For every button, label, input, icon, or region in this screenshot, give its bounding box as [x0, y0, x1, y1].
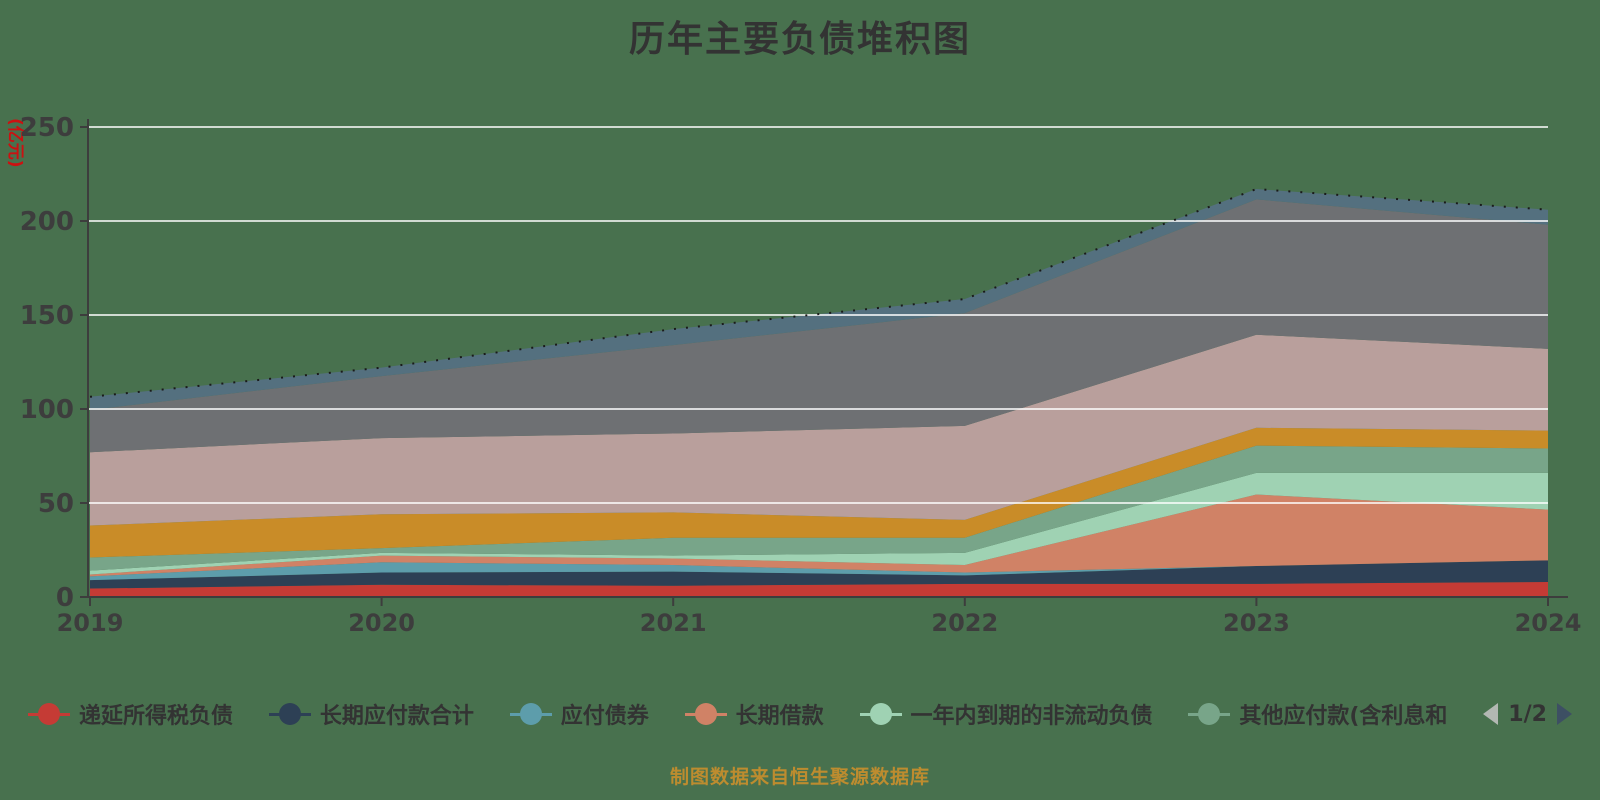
legend-item-1[interactable]: 递延所得税负债 [28, 698, 233, 730]
area-series-9[interactable] [90, 199, 1548, 453]
stack-top-dotted-line [89, 188, 1549, 398]
legend-item-label: 长期借款 [735, 704, 824, 729]
legend-item-label: 递延所得税负债 [79, 704, 234, 729]
legend-next-page-icon[interactable] [1556, 703, 1572, 725]
stacked-area-chart: 0 50 100 150 200 250 2019 2020 2021 2022 2023 2024 [20, 113, 1582, 637]
y-tick-label-200: 200 [20, 207, 74, 237]
area-series-5[interactable] [90, 472, 1548, 575]
y-tick-label-0: 0 [56, 583, 74, 613]
data-source-note: 制图数据来自恒生聚源数据库 [669, 766, 930, 788]
legend-item-2[interactable]: 长期应付款合计 [268, 698, 474, 730]
axes [80, 119, 1568, 606]
x-tick-label-2020: 2020 [348, 609, 415, 637]
legend-line-dot-icon [268, 702, 311, 726]
area-series-4[interactable] [90, 494, 1548, 577]
area-series-1[interactable] [90, 581, 1548, 597]
legend-line-dot-icon [1188, 702, 1231, 726]
area-series-7[interactable] [90, 427, 1548, 558]
x-tick-label-2019: 2019 [57, 609, 124, 637]
x-tick-label-2021: 2021 [640, 609, 707, 637]
area-series-6[interactable] [90, 445, 1548, 571]
legend-item-label: 其他应付款(含利息和 [1239, 704, 1448, 729]
legend-line-dot-icon [509, 702, 552, 726]
legend-line-dot-icon [28, 702, 70, 726]
legend-line-dot-icon [684, 702, 727, 726]
area-series-3[interactable] [90, 560, 1548, 581]
area-series-2[interactable] [90, 560, 1548, 589]
legend-item-4[interactable]: 长期借款 [684, 698, 824, 730]
legend-item-label: 长期应付款合计 [319, 704, 474, 729]
legend-page-indicator: 1/2 [1508, 701, 1547, 727]
chart-title: 历年主要负债堆积图 [628, 19, 971, 60]
legend-item-3[interactable]: 应付债券 [509, 698, 649, 730]
x-tick-label-2022: 2022 [931, 609, 998, 637]
legend-prev-page-icon[interactable] [1483, 703, 1499, 725]
legend-line-dot-icon [859, 702, 902, 726]
legend-item-label: 一年内到期的非流动负债 [910, 704, 1153, 729]
x-tick-label-2024: 2024 [1515, 609, 1582, 637]
x-tick-label-2023: 2023 [1223, 609, 1290, 637]
legend-item-label: 应付债券 [560, 704, 649, 729]
y-tick-label-50: 50 [38, 489, 74, 519]
y-tick-label-100: 100 [20, 395, 74, 425]
legend-item-6[interactable]: 其他应付款(含利息和 [1188, 698, 1447, 730]
area-series-10[interactable] [90, 189, 1548, 410]
area-series-8[interactable] [90, 334, 1548, 526]
legend-item-5[interactable]: 一年内到期的非流动负债 [859, 698, 1153, 730]
legend-pager: 1/2 [1483, 702, 1572, 727]
legend-bar: 递延所得税负债 长期应付款合计 应付债券 长期借款 一年内到期的非流动负债 其他应付款(含… [0, 698, 1600, 730]
y-tick-label-250: 250 [20, 113, 74, 143]
y-tick-label-150: 150 [20, 301, 74, 331]
